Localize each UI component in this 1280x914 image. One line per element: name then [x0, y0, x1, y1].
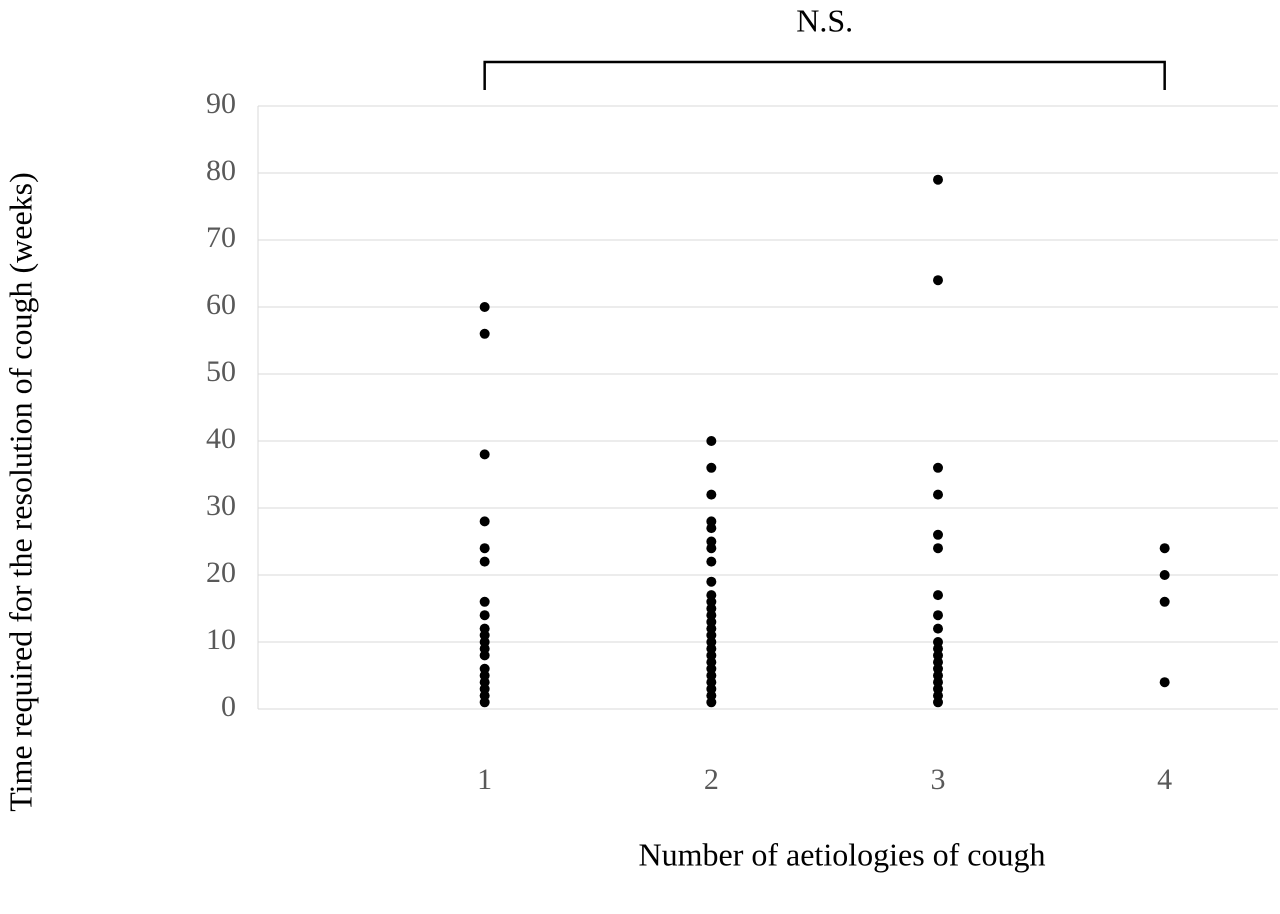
data-point [706, 489, 717, 500]
data-point [479, 449, 490, 460]
data-point [479, 328, 490, 339]
y-tick-label: 70 [206, 221, 236, 254]
x-tick-label: 2 [704, 763, 719, 796]
data-point [706, 436, 717, 446]
data-point [933, 529, 943, 540]
data-point [933, 543, 943, 554]
data-point [706, 523, 717, 534]
data-point [1159, 596, 1170, 607]
data-point [479, 596, 490, 607]
data-point [706, 543, 717, 554]
y-tick-label: 20 [206, 556, 236, 589]
data-point [933, 697, 943, 708]
significance-bracket [483, 60, 1166, 90]
data-point [933, 489, 943, 500]
data-point [479, 516, 490, 527]
data-point [1159, 677, 1170, 688]
x-tick-label: 1 [477, 763, 492, 796]
data-point [479, 302, 490, 312]
data-point [479, 556, 490, 567]
data-point [479, 610, 490, 621]
y-tick-label: 30 [206, 489, 236, 522]
y-tick-label: 90 [206, 87, 236, 120]
data-point [933, 174, 943, 185]
annotation-text: N.S. [796, 2, 853, 38]
y-tick-label: 80 [206, 154, 236, 187]
x-axis-label: Number of aetiologies of cough [639, 836, 1046, 872]
data-point [933, 275, 943, 286]
data-point [933, 623, 943, 634]
y-tick-label: 10 [206, 623, 236, 656]
data-point [706, 697, 717, 708]
data-point [933, 462, 943, 473]
data-point [933, 610, 943, 621]
y-axis-label: Time required for the resolution of coug… [2, 172, 38, 812]
data-point [1159, 570, 1170, 580]
data-point [479, 697, 490, 708]
data-point [1159, 543, 1170, 554]
data-point [706, 576, 717, 587]
x-tick-label: 3 [931, 763, 946, 796]
x-tick-label: 4 [1157, 763, 1172, 796]
y-tick-label: 40 [206, 422, 236, 455]
y-tick-label: 50 [206, 355, 236, 388]
y-tick-label: 0 [221, 690, 236, 723]
data-point [706, 462, 717, 473]
data-point [933, 590, 943, 601]
data-point [479, 543, 490, 554]
data-point [706, 556, 717, 567]
y-tick-label: 60 [206, 288, 236, 321]
data-point [479, 650, 490, 661]
